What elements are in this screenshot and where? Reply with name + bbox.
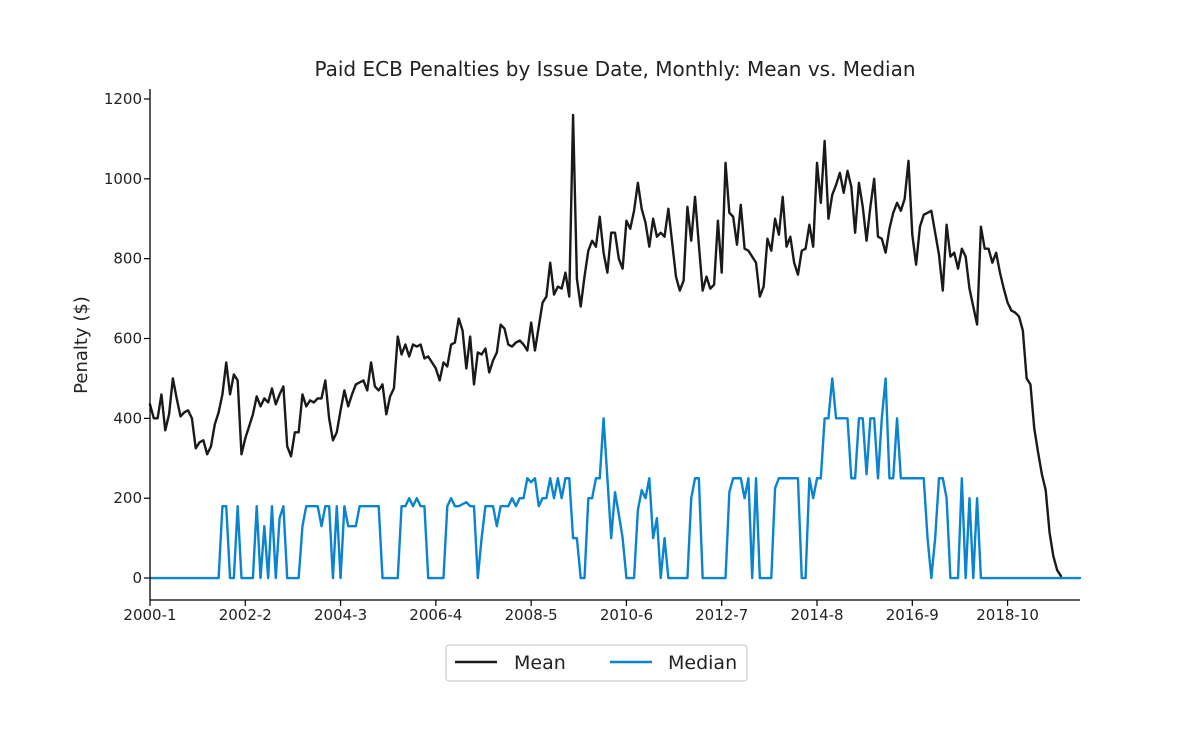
legend: Mean Median [445,644,748,682]
series-line-median [148,377,1082,580]
y-axis: 0 200 400 600 800 1000 1200 [104,90,150,587]
x-tick-label: 2012-7 [695,606,748,624]
y-tick-label: 1200 [104,90,142,108]
x-tick-label: 2006-4 [409,606,462,624]
x-tick-label: 2004-3 [314,606,367,624]
x-tick-label: 2010-6 [600,606,653,624]
x-tick-label: 2018-10 [976,606,1039,624]
legend-box [445,644,748,682]
legend-label-median: Median [668,652,737,674]
x-tick-label: 2002-2 [219,606,272,624]
x-tick-label: 2014-8 [790,606,843,624]
y-tick-label: 1000 [104,170,142,188]
y-tick-label: 400 [113,409,142,427]
y-tick-label: 200 [113,489,142,507]
x-tick-label: 2008-5 [505,606,558,624]
y-axis-label: Penalty ($) [71,296,92,394]
series-line-mean [148,113,1063,578]
x-axis: 2000-1 2002-2 2004-3 2006-4 2008-5 2010-6 2012… [123,600,1039,624]
chart-title: Paid ECB Penalties by Issue Date, Monthl… [314,57,915,81]
x-tick-label: 2000-1 [123,606,176,624]
y-tick-label: 0 [132,569,142,587]
plot-area [148,113,1082,580]
y-tick-label: 800 [113,250,142,268]
y-tick-label: 600 [113,330,142,348]
x-tick-label: 2016-9 [886,606,939,624]
legend-label-mean: Mean [514,652,566,674]
